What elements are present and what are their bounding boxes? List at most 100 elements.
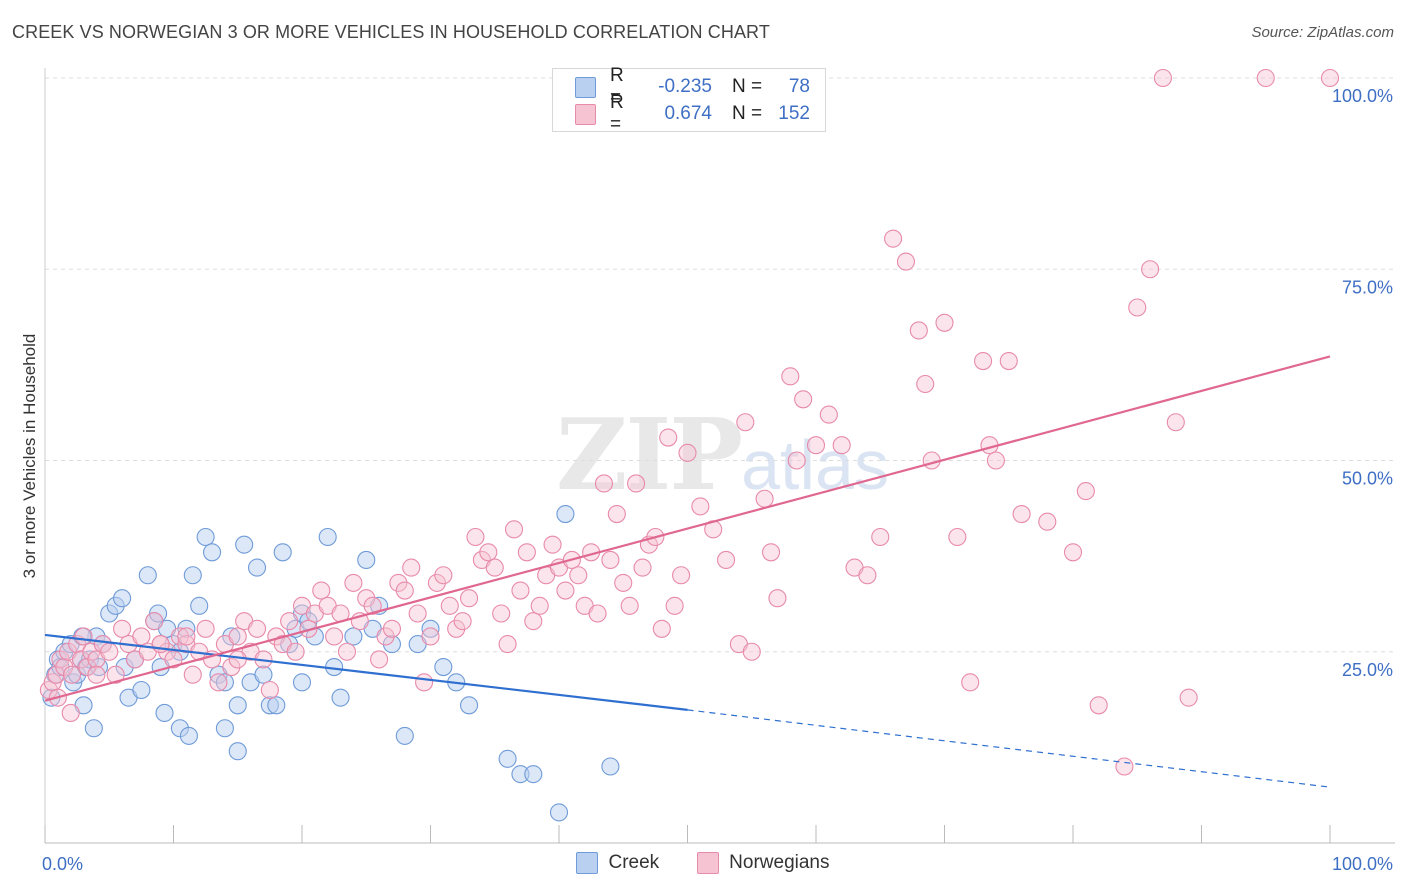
- norwegian-point: [627, 474, 646, 493]
- creek-point: [203, 543, 222, 562]
- norwegian-point: [961, 673, 980, 692]
- norwegian-point: [517, 543, 536, 562]
- creek-point: [344, 627, 363, 646]
- trend-lines: [44, 355, 1331, 788]
- norwegian-point: [659, 428, 678, 447]
- norwegian-point: [113, 619, 132, 638]
- norwegian-point: [344, 573, 363, 592]
- y-tick-label: 100.0%: [1332, 86, 1393, 106]
- norwegian-point: [1089, 696, 1108, 715]
- norwegian-point: [672, 566, 691, 585]
- norwegian-point: [389, 573, 408, 592]
- norwegian-point: [312, 581, 331, 600]
- norwegian-point: [402, 558, 421, 577]
- norwegian-point: [781, 367, 800, 386]
- norwegian-point: [228, 650, 247, 669]
- norwegian-point: [337, 642, 357, 661]
- norwegian-point: [1256, 68, 1275, 88]
- norwegian-point: [357, 589, 376, 608]
- norwegian-point: [871, 527, 890, 547]
- norwegian-point: [607, 504, 626, 524]
- creek-point: [382, 635, 402, 654]
- creek-swatch: [575, 76, 596, 98]
- chart-title: CREEK VS NORWEGIAN 3 OR MORE VEHICLES IN…: [12, 22, 770, 42]
- creek-point: [267, 696, 286, 715]
- norwegian-point: [504, 520, 524, 539]
- legend-row-norwegians: R = 0.674 N = 152: [575, 92, 810, 135]
- norwegian-point: [71, 650, 91, 669]
- norwegian-point: [755, 489, 774, 508]
- norwegian-point: [408, 604, 427, 623]
- norwegian-point: [1063, 543, 1083, 562]
- norwegian-point: [466, 527, 485, 547]
- norwegian-point: [421, 627, 440, 646]
- norwegian-point: [286, 642, 305, 661]
- creek-point: [196, 527, 215, 547]
- creek-point: [177, 619, 196, 638]
- norwegian-point: [434, 566, 453, 585]
- norwegian-point: [1320, 68, 1340, 88]
- creek-point: [222, 627, 241, 646]
- creek-point: [434, 657, 453, 677]
- norwegian-point: [1128, 298, 1147, 317]
- norwegian-point: [247, 619, 267, 638]
- norwegian-point: [1166, 413, 1185, 432]
- norwegian-point: [761, 543, 781, 562]
- norwegian-point: [569, 566, 588, 585]
- norwegian-point: [614, 573, 633, 592]
- norwegian-point: [395, 581, 414, 600]
- norwegian-point: [768, 589, 787, 608]
- legend-item-creek: Creek: [576, 852, 659, 874]
- creek-point: [395, 726, 414, 745]
- creek-point: [183, 566, 202, 585]
- legend-n-label: N =: [732, 76, 763, 97]
- norwegian-point: [183, 665, 202, 684]
- tick-labels: 25.0% 50.0% 75.0% 100.0% 0.0% 100.0%: [42, 86, 1393, 874]
- norwegian-point: [170, 627, 189, 646]
- norwegian-point: [132, 627, 151, 646]
- axes: [44, 68, 1395, 844]
- norwegian-swatch: [575, 103, 596, 125]
- creek-point: [228, 696, 247, 715]
- creek-point: [215, 673, 234, 692]
- norwegian-point: [158, 642, 177, 661]
- creek-point: [292, 673, 312, 692]
- norwegian-point: [601, 550, 620, 570]
- norwegian-point: [678, 443, 697, 462]
- norwegian-point: [716, 550, 736, 570]
- norwegian-point: [74, 627, 93, 646]
- creek-point: [357, 550, 376, 570]
- norwegian-trend-line: [44, 355, 1331, 702]
- creek-swatch: [576, 852, 599, 874]
- norwegian-point: [524, 612, 543, 631]
- creek-point: [138, 566, 157, 585]
- norwegian-point: [909, 321, 928, 340]
- norwegian-point: [492, 604, 511, 623]
- norwegian-point: [1141, 260, 1160, 279]
- norwegian-point: [177, 627, 196, 646]
- norwegian-point: [665, 596, 684, 615]
- legend-n-value: 152: [778, 103, 810, 124]
- norwegian-point: [1179, 688, 1198, 707]
- norwegian-point: [530, 596, 549, 615]
- y-tick-label: 25.0%: [1342, 660, 1393, 680]
- norwegian-point: [61, 703, 80, 723]
- norwegian-point: [228, 627, 247, 646]
- legend-r-value: 0.674: [664, 103, 712, 124]
- norwegian-point: [260, 680, 279, 700]
- norwegian-point: [485, 558, 504, 577]
- norwegian-point: [1038, 512, 1057, 531]
- norwegian-swatch: [697, 852, 720, 874]
- norwegian-point: [106, 665, 125, 684]
- legend-r-label: R =: [610, 92, 624, 135]
- creek-point: [459, 696, 479, 715]
- norwegian-point: [145, 612, 164, 631]
- norwegian-point: [1115, 757, 1134, 776]
- creek-trend-extension: [687, 709, 1331, 788]
- norwegian-point: [280, 612, 299, 631]
- norwegian-point: [427, 573, 446, 592]
- norwegian-point: [93, 635, 112, 654]
- creek-point: [247, 558, 267, 577]
- norwegian-point: [806, 436, 826, 455]
- creek-label: Creek: [608, 852, 660, 873]
